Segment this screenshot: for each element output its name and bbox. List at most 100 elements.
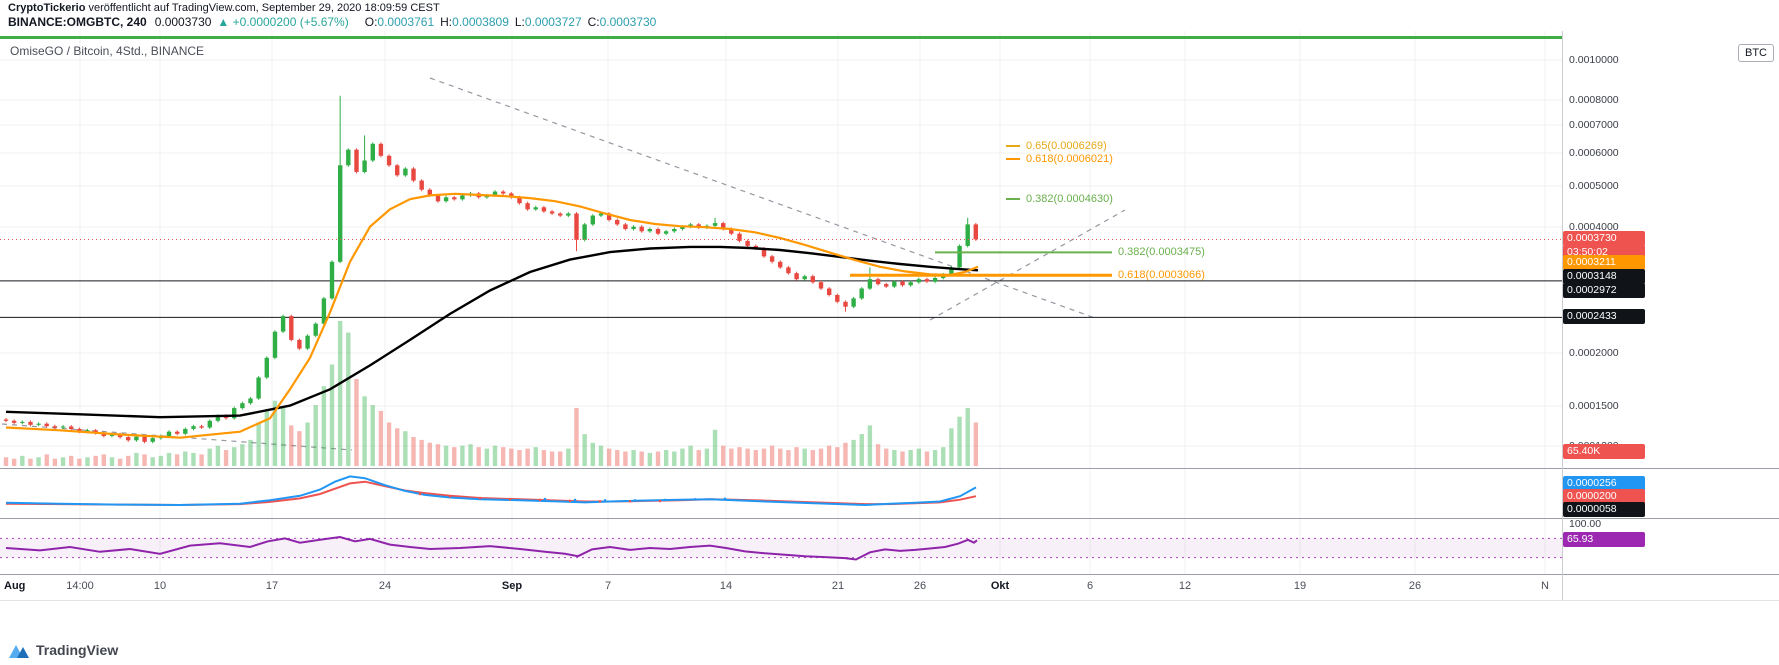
volume-bar: [109, 457, 115, 466]
volume-bar: [264, 410, 269, 466]
publisher-name: CryptoTickerio: [8, 2, 86, 14]
volume-bar: [85, 457, 90, 466]
pane-divider[interactable]: [0, 468, 1779, 469]
publish-info-line: CryptoTickerio veröffentlicht auf Tradin…: [8, 2, 440, 14]
price-axis-label: 0.0007000: [1569, 119, 1619, 131]
volume-bar: [916, 448, 921, 466]
volume-bar: [778, 448, 783, 466]
price-axis-label: 0.0005000: [1569, 180, 1619, 192]
volume-bar: [36, 457, 41, 466]
candle-body: [501, 191, 506, 194]
candle-body: [36, 423, 41, 425]
volume-bar: [484, 448, 490, 466]
candle-body: [329, 261, 335, 299]
candle-body: [525, 203, 530, 210]
symbol-interval: BINANCE:OMGBTC, 240: [8, 15, 147, 29]
candle-body: [44, 423, 49, 427]
price-axis[interactable]: BTC 0.0010000 0.0008000 0.0007000 0.0006000…: [1562, 0, 1779, 665]
oscillator-dot-red: [598, 500, 602, 503]
volume-bar: [403, 431, 408, 466]
volume-bar: [134, 452, 139, 466]
candle-body: [3, 419, 9, 421]
footer: TradingView: [8, 638, 118, 662]
open-value: 0.0003761: [377, 15, 435, 29]
volume-bar: [370, 405, 375, 466]
volume-bar: [908, 450, 913, 466]
price-axis-label: 0.0002000: [1569, 347, 1619, 359]
candle-body: [639, 226, 644, 232]
oscillator-dot-red: [658, 499, 662, 503]
volume-bar: [949, 428, 954, 466]
volume-bar: [3, 457, 9, 466]
volume-bar: [525, 448, 530, 466]
oscillator-dot-red: [478, 496, 482, 500]
candle-body: [924, 279, 930, 282]
candle-body: [973, 224, 978, 240]
oscillator-main-line: [5, 475, 977, 507]
volume-bar: [549, 451, 555, 466]
volume-bar: [867, 425, 873, 466]
volume-bar: [851, 439, 856, 466]
candle-body: [419, 180, 424, 190]
candle-body: [166, 431, 172, 436]
candle-body: [916, 279, 921, 283]
candle-body: [175, 431, 180, 434]
volume-bar: [631, 450, 636, 466]
candle-body: [623, 224, 628, 229]
candle-body: [729, 229, 734, 234]
volume-bar: [232, 447, 237, 466]
volume-bar: [20, 455, 25, 466]
volume-bar: [321, 386, 327, 466]
time-axis[interactable]: Aug 14:00 10 17 24 Sep 7 14 21 26 Okt 6 12 19 26 N: [0, 574, 1562, 600]
pane-divider[interactable]: [0, 518, 1779, 519]
currency-unit-button[interactable]: BTC: [1738, 44, 1774, 62]
candle-body: [117, 434, 123, 438]
price-axis-label: 0.0010000: [1569, 54, 1619, 66]
volume-bar: [802, 448, 807, 466]
candle-body: [109, 434, 115, 436]
rsi-band: [0, 538, 1562, 558]
candle-body: [191, 426, 196, 429]
pane-divider[interactable]: [0, 574, 1779, 575]
candle-body: [647, 229, 652, 232]
volume-bar: [52, 458, 58, 466]
volume-bar: [435, 444, 441, 466]
volume-bar: [639, 451, 644, 466]
volume-bar: [419, 439, 424, 466]
volume-bar: [378, 410, 384, 466]
volume-bar: [500, 447, 506, 466]
candle-body: [52, 426, 58, 428]
candle-body: [305, 335, 310, 349]
candle-body: [207, 420, 212, 428]
candle-body: [835, 295, 840, 302]
volume-bar: [623, 451, 628, 466]
candle-body: [427, 189, 432, 196]
candle-body: [11, 420, 17, 423]
close-label: C:: [587, 15, 600, 29]
candle-body: [558, 213, 563, 216]
volume-bar: [606, 448, 612, 466]
oscillator-dot-blue: [633, 499, 637, 502]
ma-slow-line: [5, 245, 979, 419]
volume-bar: [615, 450, 620, 466]
dashed-trendline: [429, 77, 1096, 319]
candle-body: [663, 231, 669, 234]
candle-body: [460, 195, 465, 200]
candle-body: [590, 215, 595, 225]
open-label: O:: [364, 15, 378, 29]
price-axis-label: 0.0008000: [1569, 94, 1619, 106]
publish-info-text: veröffentlicht auf TradingView.com, Sept…: [85, 2, 440, 14]
candle-body: [541, 207, 547, 212]
chart-plot-area[interactable]: [0, 0, 1562, 600]
time-axis-label: 26: [913, 580, 927, 592]
time-axis-label: N: [1541, 580, 1549, 592]
volume-bar: [158, 455, 164, 466]
candle-body: [908, 282, 913, 286]
candle-body: [778, 261, 783, 268]
volume-bar: [354, 379, 359, 466]
dashed-trendline: [929, 209, 1126, 321]
candle-body: [761, 248, 767, 257]
candle-body: [892, 281, 897, 287]
candle-body: [827, 288, 832, 295]
price-badge: 0.0003211: [1563, 255, 1645, 270]
